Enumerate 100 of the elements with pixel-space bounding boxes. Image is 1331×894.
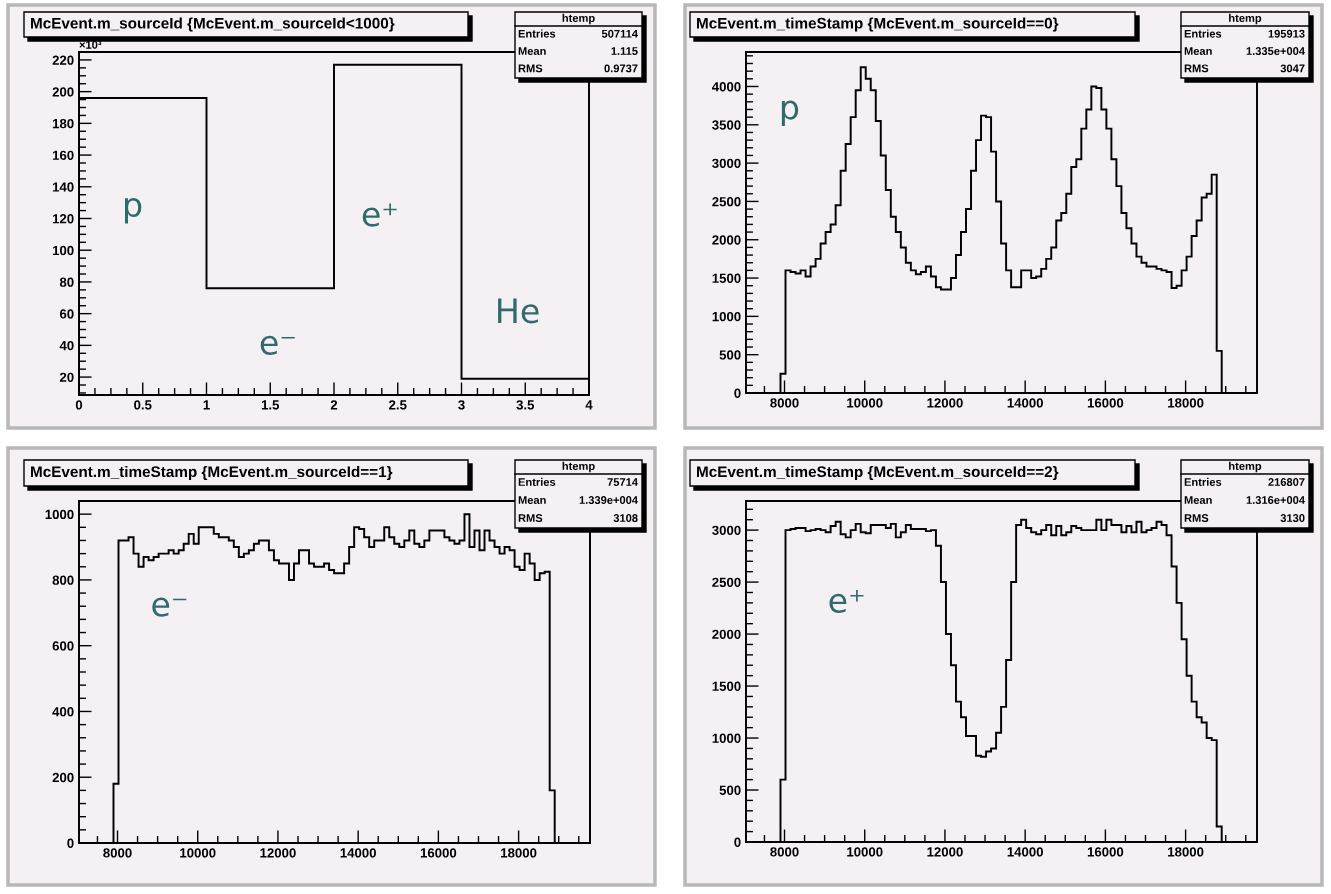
- y-tick-label: 0: [734, 388, 741, 398]
- annotation: e⁻: [152, 597, 187, 617]
- y-tick-label: 500: [719, 785, 741, 795]
- y-tick-label: 1000: [45, 509, 74, 520]
- x-tick-label: 0.5: [134, 400, 152, 410]
- y-tick-label: 180: [52, 118, 74, 129]
- annotation: 1.335e+004: [1246, 47, 1305, 55]
- annotation: RMS: [1184, 64, 1209, 73]
- annotation: Mean: [1184, 496, 1212, 504]
- chart-title: McEvent.m_timeStamp {McEvent.m_sourceId==1}: [31, 465, 393, 481]
- text: 3108: [613, 514, 638, 522]
- y-tick-label: 1000: [712, 311, 741, 322]
- x-tick-label: 1: [203, 400, 210, 410]
- y-tick-label: 1500: [712, 273, 741, 283]
- y-tick-label: 200: [52, 772, 74, 783]
- x-tick-label: 16000: [1087, 398, 1124, 408]
- text: 75714: [607, 478, 638, 486]
- x-tick-label: 18000: [1168, 398, 1204, 408]
- x-tick-label: 0: [75, 400, 83, 410]
- y-tick-label: 20: [59, 372, 74, 382]
- y-tick-label: 80: [59, 277, 74, 287]
- x-tick-label: 1.5: [261, 400, 280, 410]
- annotation: e⁺: [362, 203, 397, 227]
- x-tick-label: 8000: [770, 398, 799, 408]
- text: Entries: [518, 29, 556, 38]
- text: htemp: [1229, 13, 1262, 25]
- text: Entries: [1184, 477, 1222, 486]
- text: 3047: [1280, 64, 1305, 73]
- text: 216807: [1268, 478, 1305, 486]
- text: 1.115: [611, 47, 638, 55]
- x-tick-label: 12000: [260, 848, 296, 858]
- y-tick-label: 100: [52, 245, 74, 256]
- y-tick-label: 500: [719, 350, 741, 360]
- y-tick-label: 2500: [712, 577, 741, 587]
- annotation: e⁺: [829, 589, 864, 613]
- text: 3130: [1280, 514, 1305, 522]
- y-tick-label: 400: [52, 707, 74, 717]
- text: 0.9737: [604, 64, 638, 73]
- text: htemp: [1229, 461, 1262, 473]
- x-tick-label: 8000: [103, 848, 132, 858]
- x-tick-label: 12000: [927, 847, 963, 857]
- text: htemp: [562, 13, 595, 25]
- y-axis-title: ×10³: [79, 40, 102, 49]
- x-tick-label: 14000: [1007, 398, 1043, 408]
- chart-title: McEvent.m_sourceId {McEvent.m_sourceId<1000}: [31, 17, 395, 32]
- y-tick-label: 800: [52, 575, 74, 585]
- annotation: He: [498, 298, 539, 324]
- annotation: e⁻: [260, 335, 295, 355]
- annotation: p: [125, 197, 142, 224]
- y-tick-label: 120: [52, 214, 74, 224]
- x-tick-label: 3: [458, 400, 465, 410]
- annotation: Mean: [1184, 47, 1212, 55]
- y-tick-label: 160: [52, 150, 74, 160]
- y-tick-label: 1500: [712, 681, 741, 691]
- x-tick-label: 10000: [847, 847, 883, 857]
- y-tick-label: 2500: [712, 196, 741, 207]
- y-tick-label: 600: [52, 641, 74, 651]
- x-tick-label: 10000: [847, 398, 883, 408]
- text: Entries: [1184, 29, 1222, 38]
- y-tick-label: 60: [59, 309, 74, 319]
- x-tick-label: 16000: [1087, 847, 1124, 857]
- y-tick-label: 40: [59, 340, 74, 351]
- y-tick-label: 3500: [712, 120, 741, 130]
- x-tick-label: 18000: [501, 848, 537, 858]
- x-tick-label: 14000: [1007, 847, 1043, 857]
- annotation: 1.339e+004: [579, 496, 638, 504]
- text: Entries: [518, 477, 556, 486]
- y-tick-label: 140: [52, 182, 74, 192]
- annotation: RMS: [518, 514, 543, 522]
- y-tick-label: 4000: [711, 82, 741, 92]
- y-tick-label: 2000: [712, 235, 741, 245]
- y-tick-label: 200: [52, 87, 74, 97]
- y-tick-label: 0: [67, 838, 74, 848]
- x-tick-label: 10000: [180, 848, 216, 858]
- x-tick-label: 2.5: [389, 400, 407, 410]
- annotation: Mean: [518, 496, 546, 504]
- x-tick-label: 18000: [1168, 847, 1204, 857]
- x-tick-label: 8000: [770, 847, 799, 857]
- y-tick-label: 0: [734, 837, 741, 847]
- x-tick-label: 12000: [927, 398, 963, 408]
- y-tick-label: 2000: [712, 629, 741, 639]
- text: 195913: [1268, 29, 1305, 38]
- x-tick-label: 4: [585, 400, 593, 410]
- annotation: p: [781, 100, 799, 127]
- y-tick-label: 220: [52, 55, 74, 65]
- chart-title: McEvent.m_timeStamp {McEvent.m_sourceId==0}: [697, 17, 1059, 32]
- text: htemp: [562, 461, 595, 473]
- annotation: 1.316e+004: [1246, 496, 1305, 504]
- x-tick-label: 14000: [340, 848, 376, 858]
- annotation: RMS: [518, 64, 543, 73]
- x-tick-label: 2: [330, 400, 338, 410]
- x-tick-label: 16000: [420, 848, 457, 858]
- annotation: RMS: [1184, 514, 1209, 522]
- chart-title: McEvent.m_timeStamp {McEvent.m_sourceId==2}: [697, 465, 1059, 481]
- text: 507114: [601, 29, 638, 38]
- annotation: Mean: [518, 47, 546, 55]
- y-tick-label: 1000: [712, 733, 741, 743]
- x-tick-label: 3.5: [516, 400, 535, 410]
- y-tick-label: 3000: [712, 158, 741, 169]
- y-tick-label: 3000: [712, 525, 741, 536]
